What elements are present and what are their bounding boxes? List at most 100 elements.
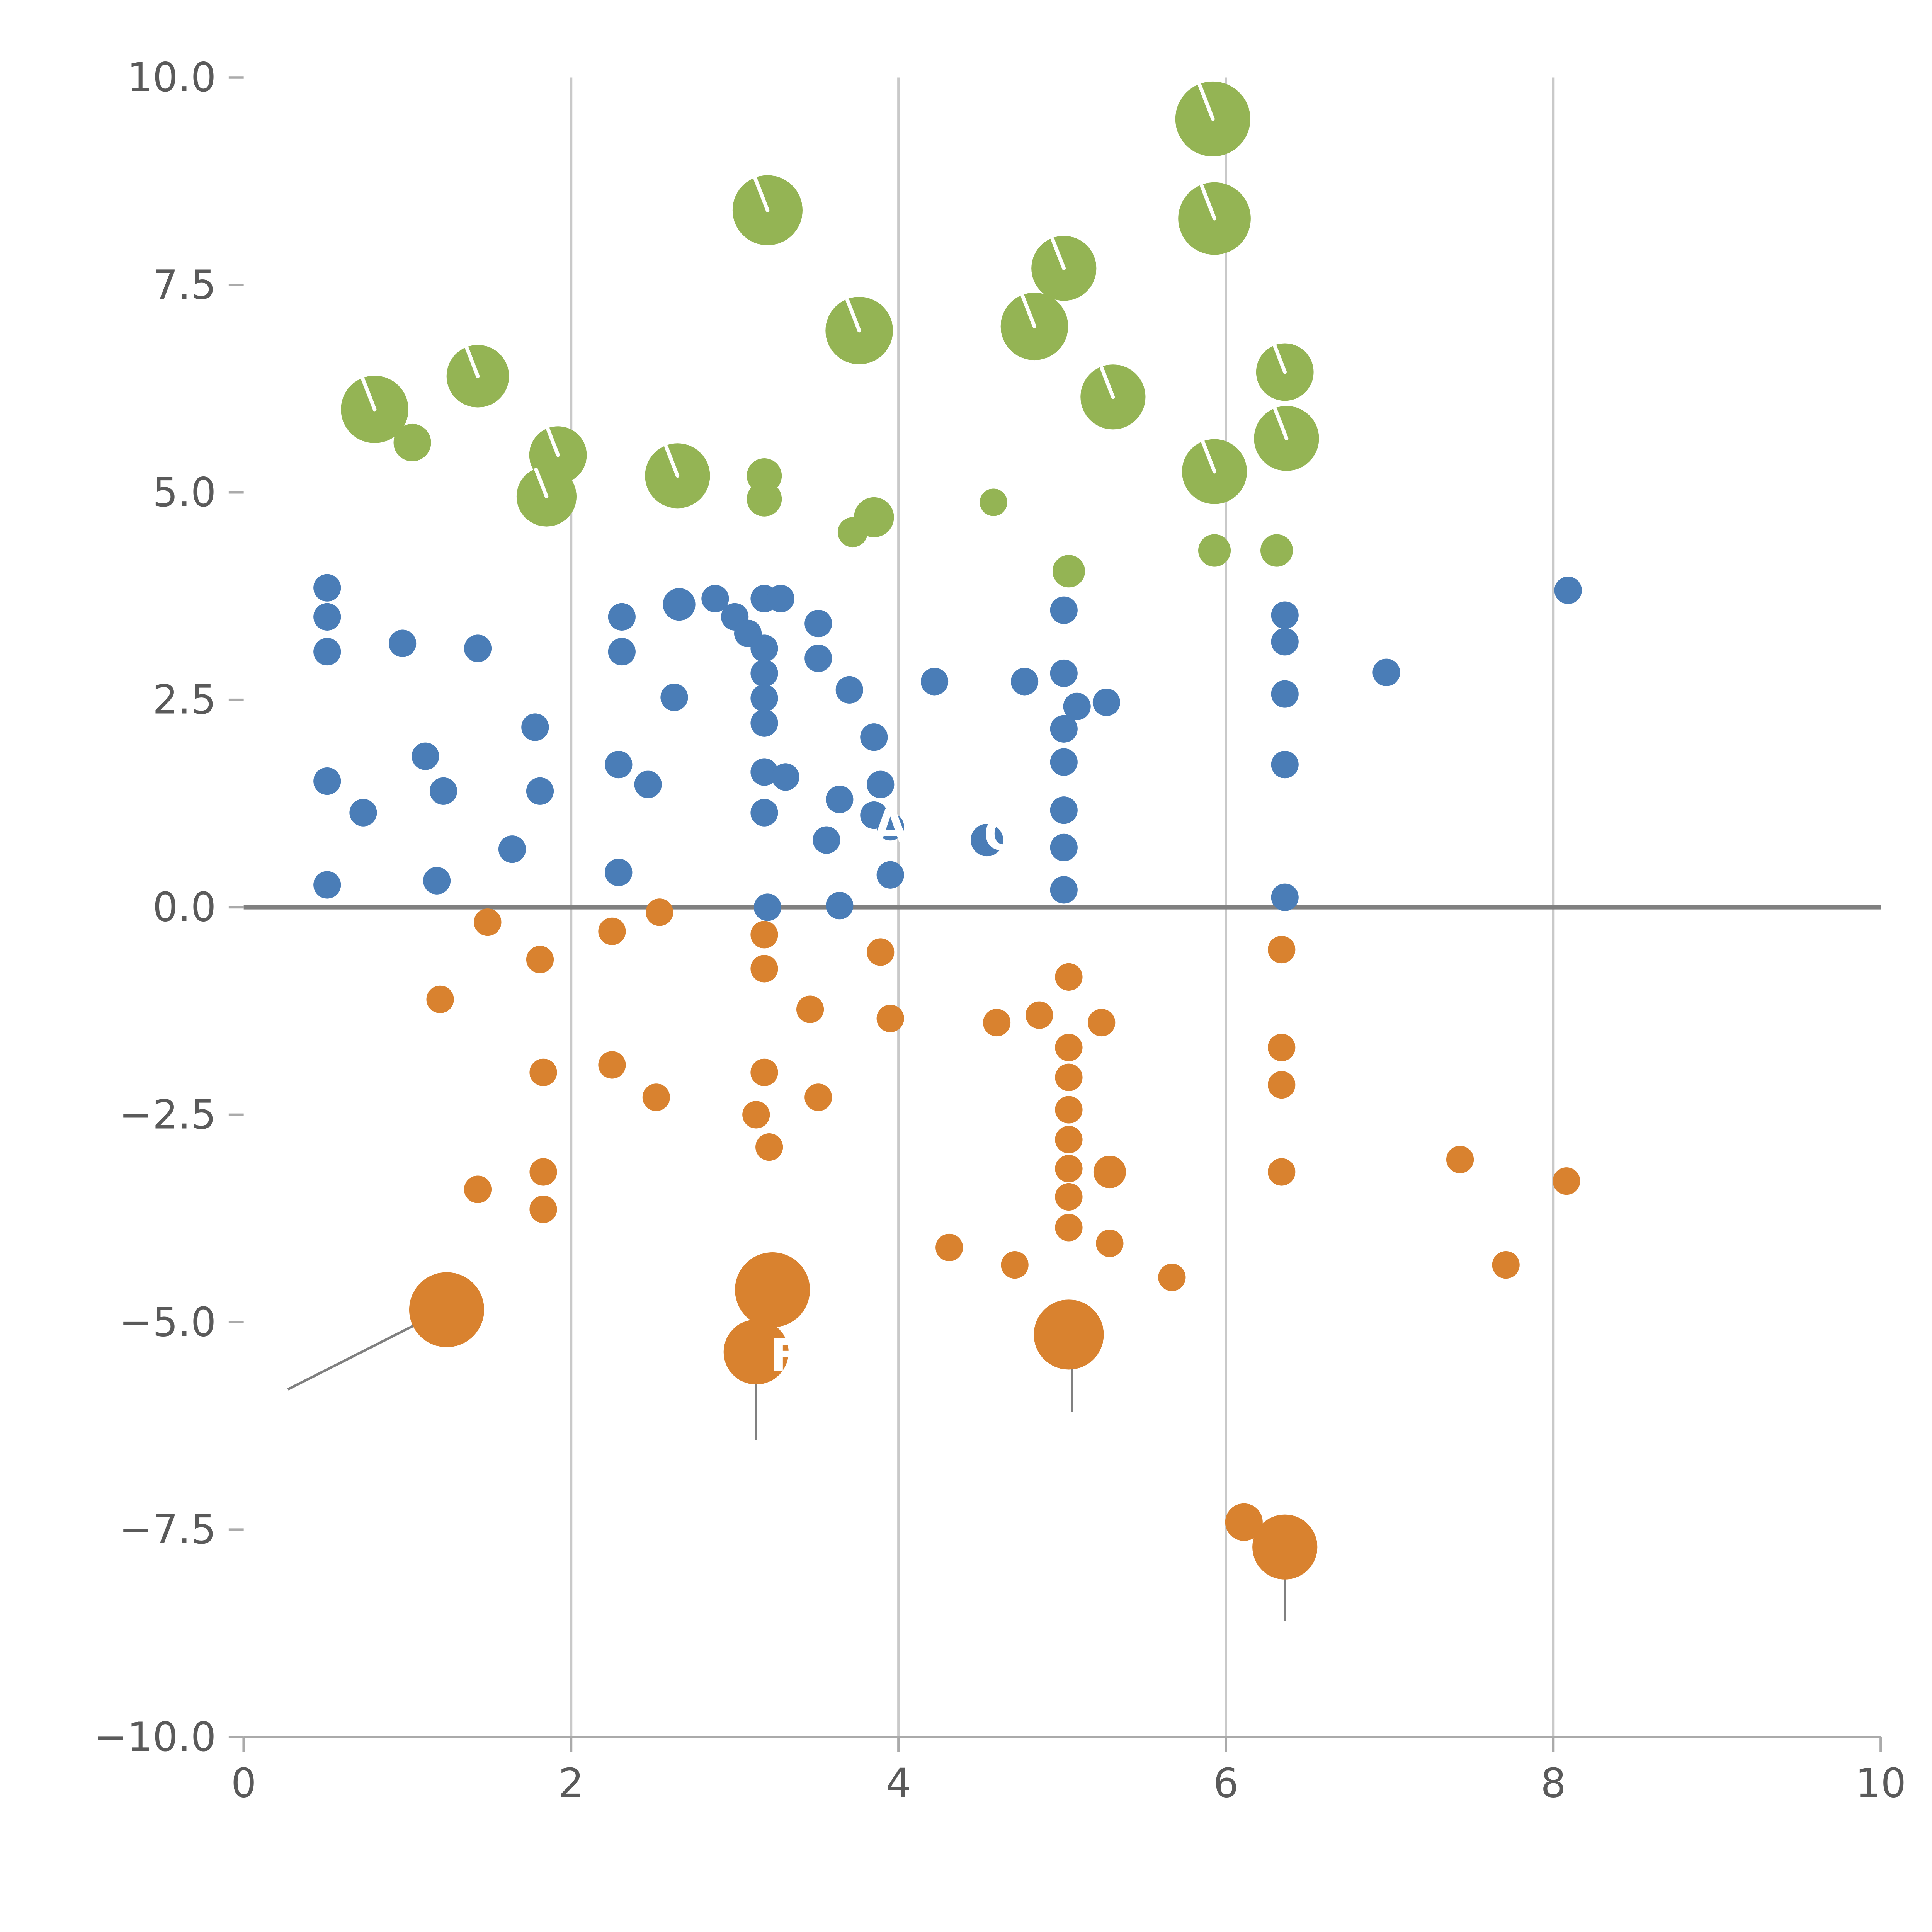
data-point-green-cluster bbox=[1198, 534, 1231, 567]
marker-needle bbox=[753, 177, 770, 212]
data-point-orange-cluster bbox=[646, 898, 673, 926]
data-point-blue-cluster bbox=[1050, 659, 1078, 687]
data-point-blue-cluster bbox=[1554, 577, 1582, 604]
y-axis-tick-label: 10.0 bbox=[127, 54, 216, 101]
data-point-orange-cluster bbox=[1088, 1009, 1116, 1037]
y-axis-tick-label: 2.5 bbox=[153, 677, 216, 723]
data-point-blue-cluster bbox=[1050, 876, 1078, 904]
data-point-orange-cluster bbox=[935, 1233, 963, 1262]
data-point-blue-cluster bbox=[1271, 751, 1299, 779]
data-point-green-cluster bbox=[747, 481, 782, 517]
data-point-orange-cluster bbox=[750, 955, 778, 983]
data-point-orange-cluster bbox=[735, 1252, 810, 1328]
data-point-orange-cluster bbox=[796, 995, 824, 1023]
data-point-orange-cluster bbox=[876, 1005, 904, 1032]
data-point-orange-cluster bbox=[1268, 935, 1296, 964]
data-point-blue-cluster bbox=[464, 634, 492, 662]
data-point-blue-cluster bbox=[826, 892, 854, 920]
x-axis-tick-label: 6 bbox=[1213, 1760, 1239, 1807]
data-point-blue-cluster bbox=[1271, 883, 1299, 911]
data-point-orange-cluster bbox=[1158, 1264, 1186, 1291]
data-point-blue-cluster bbox=[1050, 596, 1078, 624]
data-point-orange-cluster bbox=[1252, 1514, 1318, 1580]
data-point-blue-cluster bbox=[920, 668, 949, 696]
data-point-orange-cluster bbox=[426, 985, 454, 1013]
data-point-blue-cluster bbox=[750, 659, 778, 687]
data-point-blue-cluster bbox=[876, 861, 904, 889]
data-point-blue-cluster bbox=[772, 763, 799, 791]
data-point-orange-cluster bbox=[464, 1175, 492, 1203]
marker-needle bbox=[1200, 184, 1216, 221]
y-axis-tick-label: −5.0 bbox=[119, 1299, 216, 1345]
data-point-blue-cluster bbox=[1271, 601, 1299, 629]
y-axis-tick-label: −2.5 bbox=[119, 1092, 216, 1138]
data-point-orange-cluster bbox=[1055, 1183, 1083, 1211]
data-point-green-cluster bbox=[1260, 534, 1293, 567]
data-point-blue-cluster bbox=[1271, 628, 1299, 656]
data-point-orange-cluster bbox=[1268, 1071, 1296, 1099]
data-point-orange-cluster bbox=[529, 1158, 557, 1186]
marker-needle bbox=[465, 346, 480, 378]
x-axis-tick-label: 2 bbox=[558, 1760, 584, 1807]
data-point-blue-cluster bbox=[313, 871, 341, 899]
marker-needle bbox=[546, 427, 560, 457]
marker-needle bbox=[1273, 344, 1287, 374]
data-point-blue-cluster bbox=[605, 859, 633, 886]
data-point-blue-cluster bbox=[867, 770, 895, 798]
data-point-orange-cluster bbox=[1055, 1126, 1083, 1153]
data-point-blue-cluster bbox=[608, 638, 636, 666]
data-point-orange-cluster bbox=[1225, 1503, 1263, 1541]
data-point-orange-cluster bbox=[1446, 1146, 1474, 1173]
y-axis-tick-label: −10.0 bbox=[94, 1714, 216, 1760]
data-point-blue-cluster bbox=[313, 574, 341, 602]
data-point-blue-cluster bbox=[389, 629, 417, 657]
data-point-blue-cluster bbox=[826, 786, 854, 813]
x-axis-tick-label: 4 bbox=[886, 1760, 911, 1807]
data-point-blue-cluster bbox=[767, 585, 794, 612]
data-point-orange-cluster bbox=[750, 1058, 778, 1086]
data-point-blue-cluster bbox=[423, 867, 451, 895]
data-point-orange-cluster bbox=[526, 946, 554, 973]
x-axis-tick-label: 0 bbox=[231, 1760, 257, 1807]
marker-needle bbox=[1198, 83, 1215, 121]
data-point-blue-cluster bbox=[313, 603, 341, 631]
data-point-blue-cluster bbox=[313, 638, 341, 666]
data-point-blue-cluster bbox=[750, 709, 778, 737]
data-point-orange-cluster bbox=[1026, 1001, 1053, 1029]
point-annotation-label: A bbox=[873, 800, 908, 852]
data-point-blue-cluster bbox=[876, 813, 904, 841]
data-point-orange-cluster bbox=[642, 1083, 670, 1111]
data-point-orange-cluster bbox=[1096, 1230, 1124, 1257]
y-axis-tick-label: 5.0 bbox=[153, 469, 216, 516]
marker-needle bbox=[1020, 294, 1036, 328]
marker-needle bbox=[1050, 237, 1066, 270]
data-point-blue-cluster bbox=[498, 835, 526, 863]
data-point-green-cluster bbox=[393, 423, 431, 461]
data-point-blue-cluster bbox=[750, 758, 778, 786]
data-point-blue-cluster bbox=[1050, 796, 1078, 824]
point-annotation-label: F bbox=[770, 1330, 801, 1382]
data-point-orange-cluster bbox=[1055, 1214, 1083, 1242]
marker-needle bbox=[664, 444, 680, 478]
point-annotation-label: C bbox=[983, 809, 1016, 861]
data-point-blue-cluster bbox=[813, 826, 840, 854]
data-point-orange-cluster bbox=[867, 938, 895, 966]
x-axis-tick-label: 10 bbox=[1855, 1760, 1906, 1807]
data-point-orange-cluster bbox=[1055, 1096, 1083, 1124]
data-point-blue-cluster bbox=[1372, 658, 1400, 686]
data-point-orange-cluster bbox=[1492, 1251, 1520, 1279]
data-point-blue-cluster bbox=[860, 723, 888, 751]
x-axis-tick-label: 8 bbox=[1541, 1760, 1566, 1807]
data-point-orange-cluster bbox=[1093, 1155, 1126, 1189]
data-point-blue-cluster bbox=[750, 634, 778, 662]
marker-needle bbox=[1201, 440, 1216, 474]
data-point-blue-cluster bbox=[1063, 692, 1091, 720]
data-point-blue-cluster bbox=[701, 585, 729, 612]
data-point-orange-cluster bbox=[598, 1051, 626, 1079]
data-point-blue-cluster bbox=[608, 603, 636, 631]
data-point-orange-cluster bbox=[1553, 1167, 1580, 1195]
data-point-orange-cluster bbox=[1034, 1299, 1104, 1370]
